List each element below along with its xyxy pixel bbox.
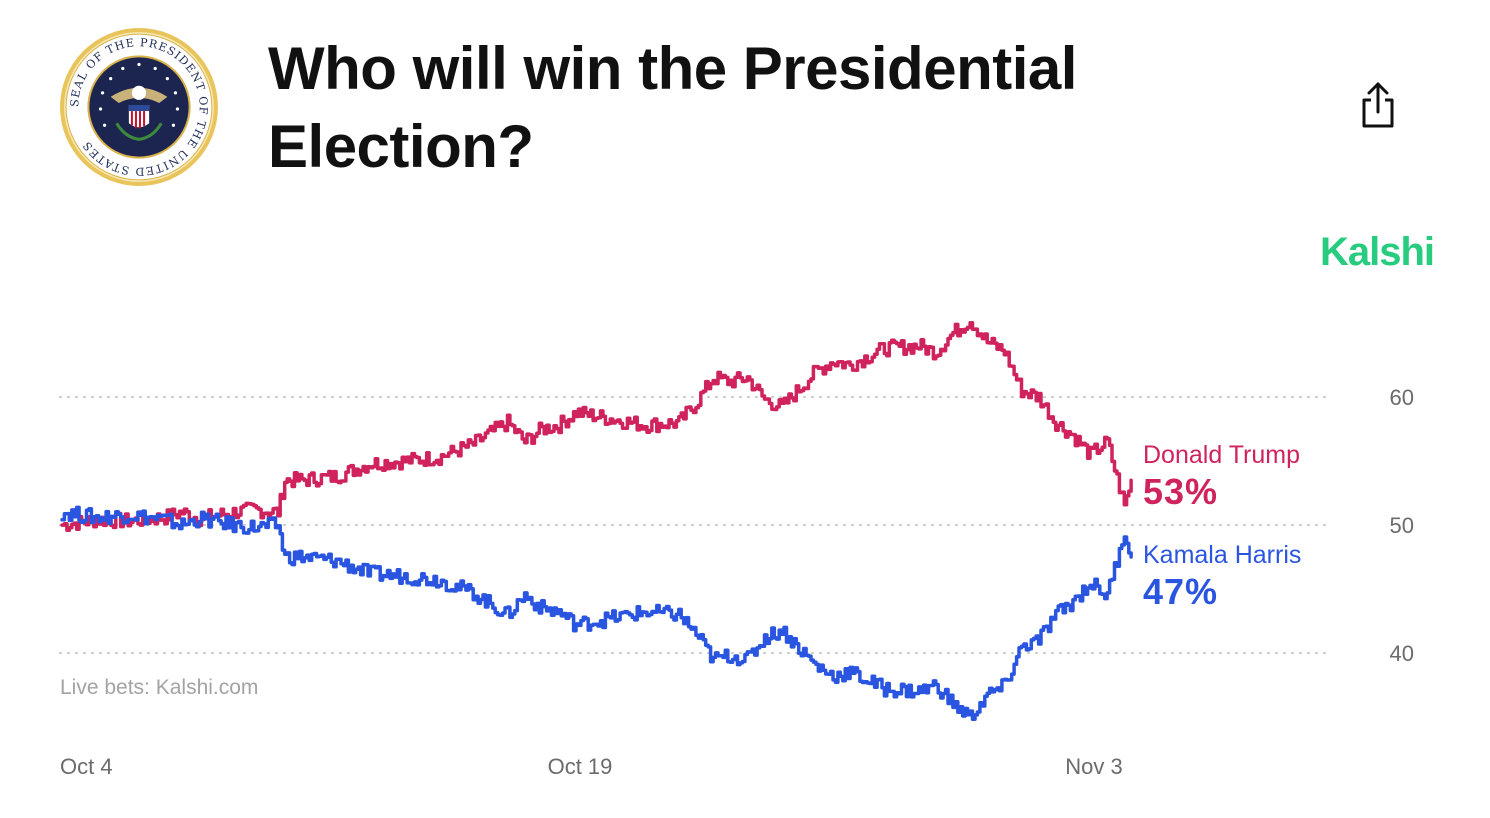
- y-tick-label: 50: [1390, 513, 1414, 538]
- presidential-seal-logo: SEAL OF THE PRESIDENT OF THE UNITED STAT…: [60, 28, 218, 186]
- series-line-kamala-harris: [60, 505, 1133, 722]
- x-tick-label: Nov 3: [1065, 754, 1122, 779]
- legend-harris: Kamala Harris 47%: [1143, 540, 1301, 614]
- legend-harris-name: Kamala Harris: [1143, 541, 1302, 569]
- legend-trump-name: Donald Trump: [1143, 441, 1301, 469]
- series-line-donald-trump: [60, 321, 1133, 532]
- x-tick-label: Oct 4: [60, 754, 113, 779]
- legend-trump-percent: 53%: [1143, 471, 1219, 512]
- legend-trump: Donald Trump 53%: [1143, 440, 1300, 514]
- page-title: Who will win the Presidential Election?: [268, 35, 1077, 180]
- legend-harris-percent: 47%: [1143, 571, 1219, 612]
- y-tick-label: 60: [1390, 385, 1414, 410]
- kalshi-brand-logo: Kalshi: [1319, 230, 1435, 274]
- y-tick-label: 40: [1390, 641, 1414, 666]
- share-icon[interactable]: [1356, 80, 1400, 132]
- x-tick-label: Oct 19: [548, 754, 613, 779]
- source-note: Live bets: Kalshi.com: [60, 676, 259, 699]
